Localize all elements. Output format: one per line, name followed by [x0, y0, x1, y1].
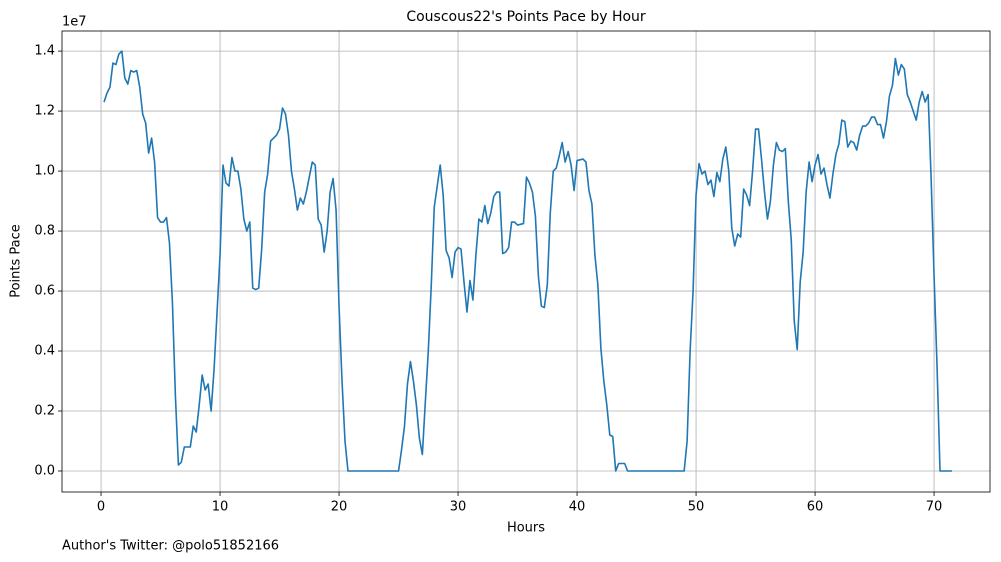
- plot-frame: [61, 30, 991, 493]
- x-tick-label: 0: [97, 500, 105, 515]
- y-tick-label: 0.6: [34, 284, 55, 299]
- y-tick-label: 0.4: [34, 344, 55, 359]
- x-tick-label: 60: [807, 500, 824, 515]
- y-tick-label: 0.8: [34, 224, 55, 239]
- y-axis-label: Points Pace: [9, 224, 24, 298]
- data-line: [103, 50, 952, 472]
- annotation: Author's Twitter: @polo51852166: [62, 539, 279, 554]
- x-tick-label: 40: [569, 500, 586, 515]
- chart-title: Couscous22's Points Pace by Hour: [406, 9, 646, 25]
- y-offset-label: 1e7: [62, 15, 87, 30]
- y-tick-label: 0.0: [34, 464, 55, 479]
- x-tick-label: 10: [212, 500, 229, 515]
- x-axis-label: Hours: [507, 521, 545, 536]
- x-tick-label: 20: [331, 500, 348, 515]
- y-tick-label: 1.2: [34, 104, 55, 119]
- y-tick-label: 1.0: [34, 164, 55, 179]
- x-tick-label: 50: [688, 500, 705, 515]
- y-tick-label: 1.4: [34, 44, 55, 59]
- x-tick-label: 70: [926, 500, 943, 515]
- y-tick-label: 0.2: [34, 404, 55, 419]
- x-tick-label: 30: [450, 500, 467, 515]
